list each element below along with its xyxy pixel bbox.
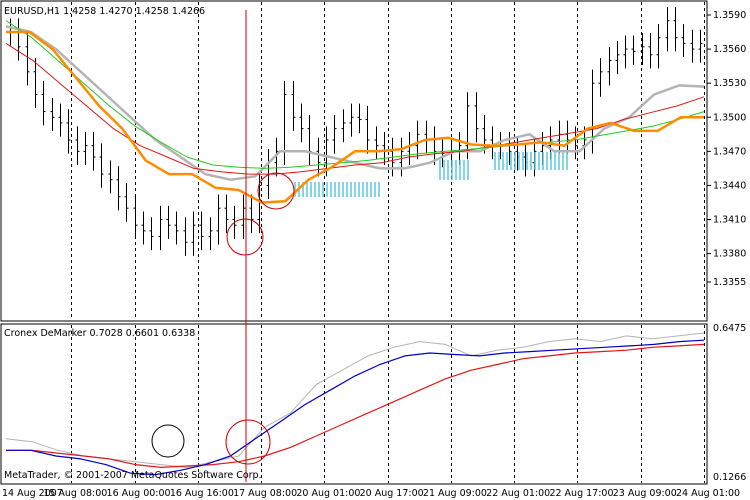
x-tick-label: 17 Aug 08:00 — [233, 488, 297, 499]
x-tick-label: 22 Aug 17:00 — [549, 488, 613, 499]
price-y-axis: 1.3590 1.3560 1.3530 1.3500 1.3470 1.3440 1.34… — [707, 10, 746, 288]
y-tick-label: 1.3440 — [713, 180, 746, 191]
indicator-layer — [5, 332, 705, 476]
x-tick-label: 16 Aug 00:00 — [107, 488, 171, 499]
price-pane[interactable] — [0, 0, 708, 322]
x-tick-label: 15 Aug 08:00 — [43, 488, 107, 499]
y-tick-label: 0.1266 — [713, 472, 746, 483]
price-pane-header: EURUSD,H1 1.4258 1.4270 1.4258 1.4266 — [4, 6, 205, 17]
x-tick-label: 23 Aug 09:00 — [613, 488, 677, 499]
series-line-green — [5, 20, 705, 169]
y-tick-label: 1.3355 — [713, 277, 746, 288]
x-tick-label: 20 Aug 17:00 — [360, 488, 424, 499]
x-tick-label: 20 Aug 01:00 — [296, 488, 360, 499]
price-layer — [5, 7, 705, 256]
y-tick-label: 1.3380 — [713, 249, 746, 260]
y-tick-label: 1.3560 — [713, 44, 746, 55]
y-tick-label: 1.3470 — [713, 146, 746, 157]
series-line-gray — [5, 25, 705, 181]
marker-circle-indicator-black — [151, 424, 185, 458]
x-tick-label: 24 Aug 01:00 — [676, 488, 740, 499]
y-tick-label: 0.6475 — [713, 323, 746, 334]
y-tick-label: 1.3410 — [713, 215, 746, 226]
x-tick-label: 16 Aug 16:00 — [170, 488, 234, 499]
indicator-pane-header: Cronex DeMarker 0.7028 0.6601 0.6338 — [4, 328, 195, 339]
indicator-pane[interactable] — [0, 323, 708, 485]
y-tick-label: 1.3590 — [713, 10, 746, 21]
copyright-text: MetaTrader, © 2001-2007 MetaQuotes Softw… — [4, 470, 262, 481]
marker-circle-indicator-red — [225, 419, 271, 465]
indicator-line-gray — [5, 332, 705, 468]
x-tick-label: 21 Aug 09:00 — [423, 488, 487, 499]
marker-circle-price-lower — [226, 218, 264, 256]
series-line-orange — [6, 30, 704, 204]
x-tick-label: 14 Aug 2007 — [2, 488, 63, 499]
indicator-y-axis: 0.6475 0.1266 — [713, 323, 746, 483]
y-tick-label: 1.3530 — [713, 78, 746, 89]
x-tick-label: 22 Aug 01:00 — [486, 488, 550, 499]
indicator-line-blue — [6, 339, 705, 476]
indicator-line-red — [6, 343, 705, 468]
marker-circle-price-upper — [257, 172, 295, 210]
y-tick-label: 1.3500 — [713, 112, 746, 123]
